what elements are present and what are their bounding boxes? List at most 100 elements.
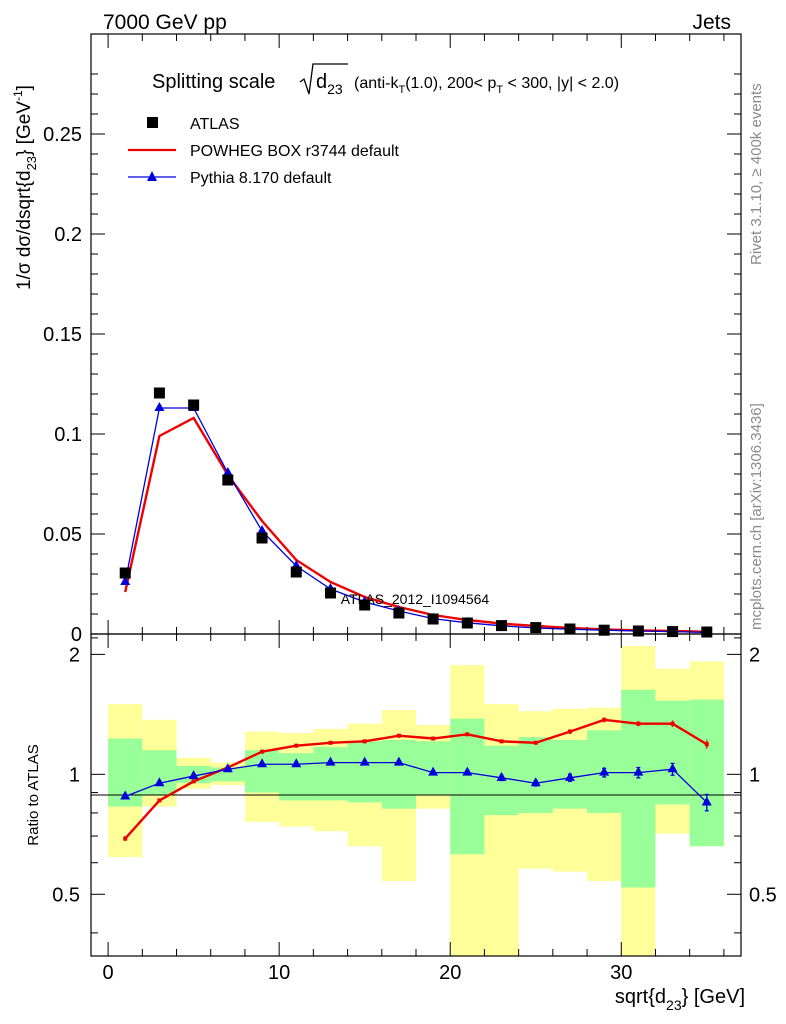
y-tick-label-main: 0.2 (54, 224, 82, 246)
legend-label-atlas: ATLAS (190, 116, 240, 133)
x-tick-label: 20 (439, 962, 461, 984)
ratio-point-pythia (257, 758, 268, 768)
svg-text:(anti-kT(1.0), 200< pT < 300,: (anti-kT(1.0), 200< pT < 300, |y| < 2.0) (354, 75, 619, 96)
header-right: Jets (692, 11, 731, 34)
ratio-y-tick-label: 0.5 (52, 884, 80, 906)
point-atlas (598, 624, 610, 636)
band-green (347, 741, 382, 803)
band-green (655, 700, 690, 805)
point-atlas (324, 587, 336, 599)
y-tick-label-main: 0.25 (43, 124, 82, 146)
ratio-point-pythia (393, 756, 404, 766)
band-green (518, 737, 553, 813)
ratio-point-powheg (431, 736, 436, 741)
ratio-point-powheg (602, 717, 607, 722)
point-atlas (290, 566, 302, 578)
ratio-point-pythia (120, 790, 131, 800)
ratio-data (120, 717, 712, 842)
ratio-frame (90, 633, 742, 957)
ratio-point-pythia (633, 766, 644, 776)
rivet-info: Rivet 3.1.10, ≥ 400k events (748, 83, 765, 265)
ratio-y-tick-label-right: 1 (749, 764, 760, 786)
point-pythia (154, 402, 165, 411)
y-tick-label-main: 0.05 (43, 524, 82, 546)
ratio-point-pythia (564, 771, 575, 781)
ratio-point-pythia (496, 771, 507, 781)
y-axis-label-main: 1/σ dσ/dsqrt{d23} [GeV-1] (11, 85, 39, 290)
ratio-point-powheg (670, 721, 675, 726)
header-left: 7000 GeV pp (103, 11, 227, 34)
ratio-point-powheg (636, 721, 641, 726)
point-atlas (119, 567, 131, 579)
ratio-point-powheg (396, 733, 401, 738)
ratio-point-powheg (157, 798, 162, 803)
ratio-point-powheg (328, 740, 333, 745)
band-green (621, 689, 656, 888)
ratio-point-pythia (667, 763, 678, 773)
band-green (689, 699, 724, 847)
ratio-point-pythia (359, 756, 370, 766)
point-atlas (461, 617, 473, 629)
series-line-pythia (124, 407, 707, 634)
ratio-y-tick-label-right: 0.5 (749, 884, 777, 906)
ratio-point-pythia (530, 777, 541, 787)
main-plot-data (119, 387, 713, 638)
svg-text:1/σ dσ/dsqrt{d23} [GeV-1]: 1/σ dσ/dsqrt{d23} [GeV-1] (11, 85, 39, 290)
y-axis-label-ratio: Ratio to ATLAS (25, 744, 42, 845)
ratio-y-ticks: 0.5 0.5 1 1 2 2 (52, 637, 777, 934)
legend: ATLAS POWHEG BOX r3744 default Pythia 8.… (128, 116, 400, 187)
x-tick-label: 30 (610, 962, 632, 984)
legend-marker-atlas (147, 117, 158, 128)
point-atlas (530, 622, 542, 634)
ratio-point-powheg (465, 732, 470, 737)
point-pythia (120, 576, 131, 585)
y-tick-label-main: 0 (71, 624, 82, 646)
ratio-point-powheg (362, 739, 367, 744)
ratio-point-powheg (260, 749, 265, 754)
ratio-point-powheg (191, 779, 196, 784)
main-plot-y-ticks: 0 0.05 0.1 0.15 0.2 0.25 (43, 34, 741, 646)
point-pythia (257, 525, 268, 534)
series-line-powheg (124, 416, 707, 633)
point-atlas (188, 399, 200, 411)
legend-label-powheg: POWHEG BOX r3744 default (190, 143, 400, 160)
ratio-point-powheg (499, 739, 504, 744)
ratio-point-pythia (462, 766, 473, 776)
point-atlas (256, 532, 268, 544)
ratio-point-pythia (154, 777, 165, 787)
legend-label-pythia: Pythia 8.170 default (190, 170, 332, 187)
point-atlas (427, 613, 439, 625)
ratio-point-powheg (294, 743, 299, 748)
y-tick-label-main: 0.15 (43, 324, 82, 346)
band-green (313, 747, 348, 801)
band-green (381, 739, 416, 809)
ratio-uncertainty-bands (108, 645, 724, 956)
point-pythia (222, 467, 233, 476)
point-atlas (701, 626, 713, 638)
main-plot-panel: 00.050.10.150.20.25 ATLAS_2012_I1094564 … (11, 33, 742, 646)
ratio-point-pythia (291, 758, 302, 768)
y-tick-label-main: 0.1 (54, 424, 82, 446)
point-atlas (359, 599, 371, 611)
ratio-y-tick-label-right: 2 (749, 644, 760, 666)
ratio-point-pythia (428, 766, 439, 776)
point-atlas (564, 623, 576, 635)
ratio-line-pythia (124, 761, 708, 803)
mcplots-info: mcplots.cern.ch [arXiv:1306.3436] (748, 403, 765, 630)
point-atlas (632, 625, 644, 637)
ratio-y-tick-label: 2 (69, 644, 80, 666)
band-green (450, 718, 485, 855)
watermark: ATLAS_2012_I1094564 (341, 591, 490, 607)
ratio-point-pythia (222, 763, 233, 773)
point-atlas (393, 607, 405, 619)
point-atlas (153, 387, 165, 399)
x-tick-label: 10 (268, 962, 290, 984)
legend-marker-pythia (147, 171, 157, 181)
x-tick-label: 0 (103, 962, 114, 984)
ratio-point-powheg (704, 742, 709, 747)
point-atlas (667, 626, 679, 638)
plot-title: Splitting scale d23 (anti-kT(1.0), 200< … (152, 63, 619, 97)
point-atlas (222, 474, 234, 486)
ratio-y-tick-label: 1 (69, 764, 80, 786)
